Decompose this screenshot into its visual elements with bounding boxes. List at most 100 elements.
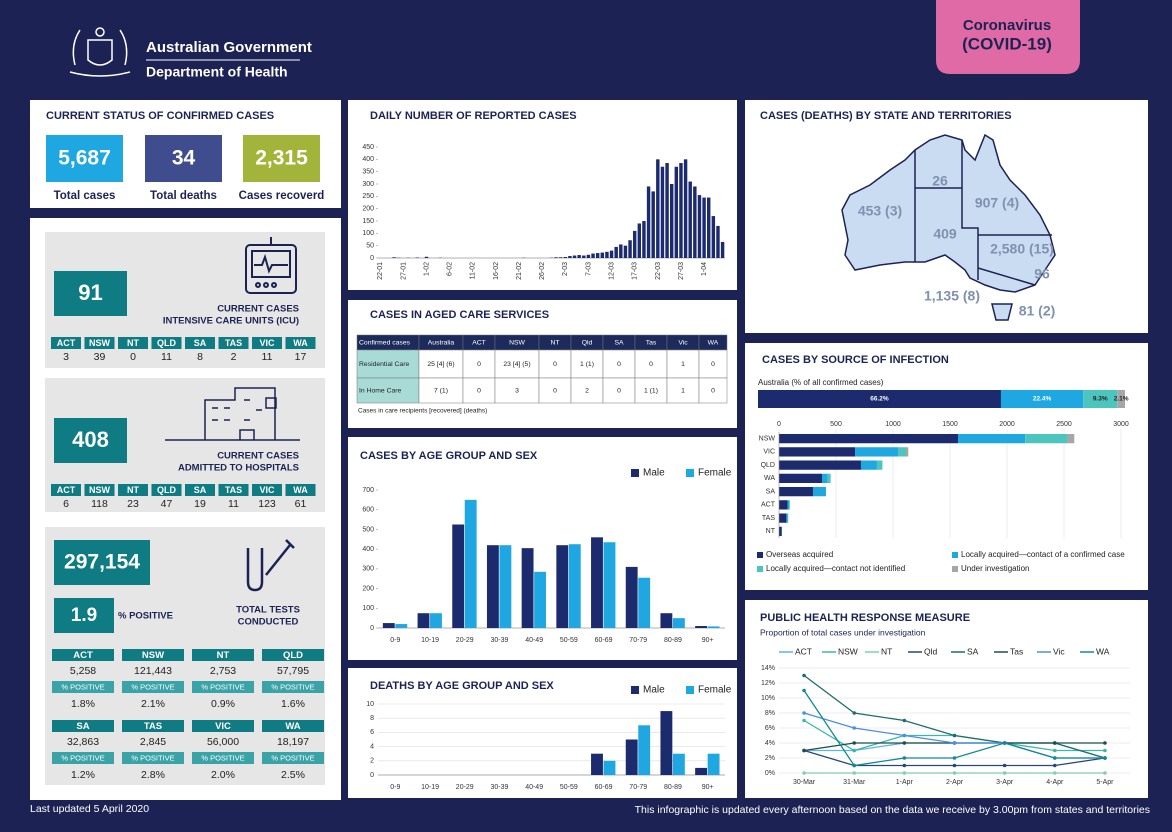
x-tick-label: 1-04 <box>701 262 708 276</box>
bar <box>656 159 660 258</box>
positive-label: % POSITIVE <box>118 611 173 622</box>
bar <box>614 246 618 258</box>
state-name: VIC <box>259 485 275 495</box>
bar-segment <box>1117 390 1125 408</box>
x-tick-label: 90+ <box>702 784 714 791</box>
point <box>952 763 957 768</box>
state-header <box>218 337 249 349</box>
stat-value: 34 <box>172 147 196 170</box>
state-header <box>151 337 182 349</box>
x-tick-label: 30-39 <box>490 637 508 644</box>
state-header <box>192 752 254 764</box>
x-tick-label: 4-Apr <box>1046 779 1064 786</box>
x-tick-label: 60-69 <box>595 784 613 791</box>
point <box>952 771 957 775</box>
legend-label: Vic <box>1053 646 1065 656</box>
legend-label: Locally acquired—contact not identified <box>766 564 905 573</box>
x-tick-label: 80-89 <box>664 784 682 791</box>
point <box>902 763 907 768</box>
bar <box>695 767 708 775</box>
point <box>1002 763 1007 768</box>
y-tick-label: 6 <box>370 729 374 736</box>
count-label: TOTAL TESTS <box>236 605 300 616</box>
y-tick-label: 2% <box>765 755 775 762</box>
x-tick-label: 11-02 <box>470 262 477 279</box>
state-header <box>52 649 114 661</box>
stat-tile <box>243 135 320 182</box>
bar-segment <box>1025 433 1068 444</box>
legend-label: Female <box>698 468 732 479</box>
legend-label: Male <box>643 685 665 696</box>
bar <box>395 624 408 628</box>
y-tick-label: 14% <box>761 665 775 672</box>
bar <box>646 186 651 258</box>
table-text: In Home Care <box>359 387 402 394</box>
table-text: WA <box>708 339 719 346</box>
bar <box>591 253 595 258</box>
bar-segment <box>779 513 787 523</box>
y-tick-label: 350 <box>362 169 374 176</box>
state-count: 2 <box>231 351 237 363</box>
state-tests: 32,863 <box>67 736 99 748</box>
bar <box>697 195 702 258</box>
count-label: CONDUCTED <box>238 617 299 628</box>
x-tick-label: 6-02 <box>447 262 454 276</box>
badge-text: (COVID-19) <box>962 34 1052 53</box>
table-cell <box>356 377 420 404</box>
x-tick-label: 3-Apr <box>996 779 1014 786</box>
table-text: 0 <box>711 387 715 394</box>
state-header <box>262 752 324 764</box>
state-rate: 1.6% <box>281 698 305 710</box>
table-text: 0 <box>477 387 481 394</box>
bar-segment <box>789 500 790 510</box>
point <box>852 711 857 715</box>
point <box>852 741 857 745</box>
x-tick-label: 30-Mar <box>793 779 816 786</box>
count-box <box>54 598 114 633</box>
bar <box>464 499 477 628</box>
map-label: 453 (3) <box>858 203 902 219</box>
state-name: WA <box>285 721 300 732</box>
table-text: Qld <box>582 339 593 346</box>
dept-name: Department of Health <box>146 64 288 80</box>
bar <box>603 542 616 628</box>
state-header <box>252 484 282 496</box>
x-tick-label: 7-03 <box>585 262 592 276</box>
x-tick-label: 5-Apr <box>1096 779 1114 786</box>
bar <box>605 251 609 258</box>
stat-value: 5,687 <box>58 147 111 170</box>
table-text: 1 <box>681 387 685 394</box>
point <box>1052 763 1057 768</box>
bar <box>707 197 711 258</box>
table-note: Cases in care recipients [recovered] (de… <box>358 408 487 415</box>
x-tick-label: 22-03 <box>655 262 662 280</box>
state-name: NSW <box>89 338 111 348</box>
bar-segment <box>898 447 906 457</box>
bar <box>672 753 685 775</box>
value-label: 66.2% <box>870 396 889 403</box>
state-header <box>185 484 215 496</box>
value-label: 9.3% <box>1093 396 1108 403</box>
table-text: 2 <box>585 387 589 394</box>
y-tick-label: 500 <box>362 526 374 533</box>
state-name: NT <box>217 650 230 661</box>
state-header <box>262 720 324 732</box>
state-count: 123 <box>258 498 276 510</box>
count-value: 408 <box>72 427 109 452</box>
legend-label: ACT <box>795 646 812 656</box>
point <box>902 741 907 745</box>
table-cell <box>494 377 540 404</box>
table-text: Vic <box>678 339 688 346</box>
legend-label: WA <box>1096 646 1110 656</box>
x-tick-label: 16-02 <box>493 262 500 280</box>
table-cell <box>570 377 604 404</box>
bar <box>591 537 603 628</box>
y-tick-label: 100 <box>362 605 374 612</box>
x-tick-label: 1-02 <box>423 262 430 276</box>
count-label: ADMITTED TO HOSPITALS <box>178 463 299 474</box>
legend-label: Locally acquired—contact of a confirmed … <box>961 550 1125 559</box>
state-tests: 2,845 <box>140 736 166 748</box>
state-count: 23 <box>127 498 139 510</box>
point <box>952 741 957 745</box>
state-header <box>185 337 215 349</box>
